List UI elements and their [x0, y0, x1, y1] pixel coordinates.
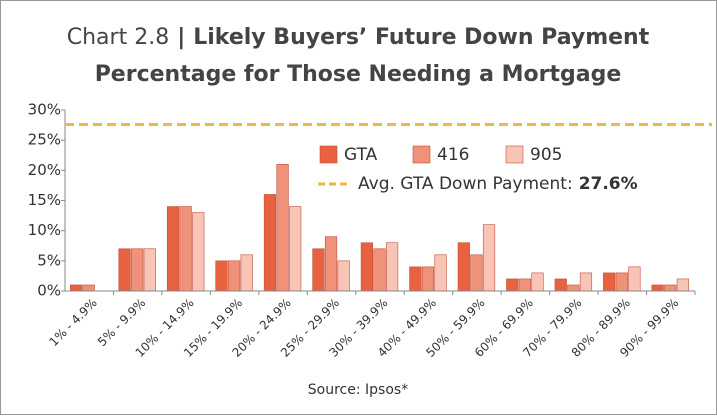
bar [70, 284, 83, 292]
bar [628, 266, 641, 292]
bar [421, 266, 435, 292]
bar [192, 212, 205, 292]
bar [434, 254, 447, 292]
y-tick-label: 20% [28, 161, 61, 179]
bar [131, 248, 144, 292]
legend-label: GTA [344, 145, 378, 165]
bar [567, 284, 580, 292]
y-tick-label: 5% [37, 251, 61, 269]
legend-label: 905 [530, 145, 562, 165]
chart-title: Chart 2.8 | Likely Buyers’ Future Down Pay… [67, 25, 650, 50]
legend-swatch [319, 145, 338, 164]
bar [228, 260, 241, 292]
bar [360, 242, 374, 292]
legend-ref-text: Avg. GTA Down Payment: [358, 174, 573, 194]
title-separator: | [177, 25, 185, 50]
bar [651, 284, 664, 292]
bar [470, 254, 483, 292]
legend-label: 416 [437, 145, 469, 165]
bar [240, 254, 253, 292]
legend-swatch [412, 145, 431, 164]
bar [215, 260, 228, 292]
bar [312, 248, 325, 292]
y-tick-label: 15% [28, 191, 61, 209]
bar [506, 278, 519, 292]
title-line: Likely Buyers’ Future Down Payment [193, 25, 649, 50]
bar [289, 206, 302, 292]
bar [276, 164, 289, 292]
bar [531, 272, 544, 292]
bar [179, 206, 192, 292]
y-tick-label: 0% [37, 282, 61, 300]
source: Source: Ipsos* [308, 382, 408, 398]
y-tick-label: 30% [28, 101, 61, 119]
title-prefix: Chart 2.8 [67, 25, 169, 50]
bar [166, 206, 180, 292]
bar [579, 272, 593, 292]
bar [615, 272, 628, 292]
bar [324, 236, 338, 292]
bar [457, 242, 470, 292]
bar [263, 194, 277, 292]
title-line: Percentage for Those Needing a Mortgage [95, 62, 622, 87]
bar [482, 224, 496, 292]
bar [518, 278, 531, 292]
bar [143, 248, 156, 292]
legend-ref-value: 27.6% [579, 174, 638, 194]
y-tick-label: 10% [28, 221, 61, 239]
bar [118, 248, 131, 292]
bar [385, 242, 399, 292]
legend-ref-label: Avg. GTA Down Payment: 27.6% [358, 174, 638, 194]
bar [554, 278, 567, 292]
y-tick-label: 25% [28, 131, 61, 149]
bar [373, 248, 386, 292]
bar [409, 266, 422, 292]
bar [603, 272, 616, 292]
bar [676, 278, 689, 292]
bar [664, 284, 677, 292]
bar [82, 284, 95, 292]
bar [337, 260, 350, 292]
legend-swatch [505, 145, 524, 164]
